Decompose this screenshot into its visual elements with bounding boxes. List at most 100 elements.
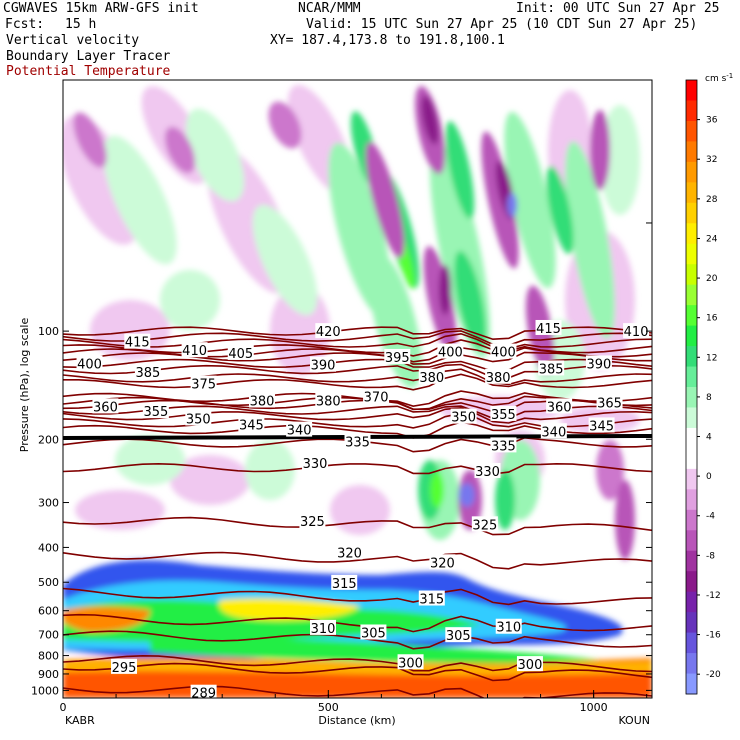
theta-contour-line (63, 654, 652, 673)
theta-label: 345 (239, 419, 264, 434)
theta-contour-line (63, 685, 652, 698)
theta-label: 310 (496, 621, 521, 636)
theta-label: 330 (475, 465, 500, 480)
colorbar-swatch (686, 346, 697, 368)
theta-label: 385 (539, 362, 564, 377)
theta-label-bg (190, 684, 217, 700)
theta-label-bg (181, 342, 208, 358)
colorbar-swatch (686, 632, 697, 654)
theta-label: 289 (191, 687, 216, 702)
theta-label: 390 (311, 359, 336, 374)
theta-label-bg (190, 375, 217, 391)
header-xy: XY= 187.4,173.8 to 191.8,100.1 (270, 33, 505, 48)
colorbar-units-exp: -1 (726, 72, 733, 80)
colorbar-swatch (686, 325, 697, 347)
theta-label: 305 (361, 626, 386, 641)
theta-label: 415 (125, 336, 150, 351)
colorbar-swatch (686, 407, 697, 429)
header-fcst-value: 15 h (65, 17, 97, 32)
colorbar-swatch (686, 141, 697, 163)
theta-label-bg (384, 348, 411, 364)
colorbar-swatch (686, 653, 697, 675)
theta-label-bg (286, 421, 313, 437)
theta-label-bg (302, 455, 329, 471)
colorbar-units: cm s-1 (705, 72, 733, 84)
theta-label-bg (429, 554, 456, 570)
theta-label: 330 (303, 457, 328, 472)
y-tick-label: 500 (38, 576, 59, 589)
colorbar-swatch (686, 264, 697, 286)
theta-label-bg (535, 319, 562, 335)
theta-label-bg (585, 355, 612, 371)
theta-label-bg (397, 654, 424, 670)
colorbar-label: -12 (706, 591, 721, 601)
theta-label-bg (445, 627, 472, 643)
colorbar-label: 0 (706, 472, 712, 482)
colorbar-label: 28 (706, 195, 718, 205)
theta-label: 345 (589, 419, 614, 434)
header-init: Init: 00 UTC Sun 27 Apr 25 (516, 1, 720, 16)
theta-contour-line (63, 516, 652, 536)
colorbar-swatch (686, 305, 697, 327)
theta-label-bg (516, 656, 543, 672)
theta-labels: 415 410 405 420 415 410 400 385 390 395 400 400 385 3… (76, 319, 650, 702)
theta-label-bg (310, 619, 337, 635)
theta-label: 295 (112, 661, 137, 676)
header-valid: Valid: 15 UTC Sun 27 Apr 25 (10 CDT Sun … (306, 17, 698, 32)
theta-label-bg (363, 388, 390, 404)
colorbar-label: -4 (706, 512, 715, 522)
theta-label-bg (111, 658, 138, 674)
theta-contour-line (63, 613, 652, 633)
theta-contour-line (63, 587, 652, 606)
theta-label: 325 (300, 515, 325, 530)
y-tick-label: 300 (38, 497, 59, 510)
colorbar-label: 4 (706, 433, 712, 443)
theta-label-bg (471, 516, 498, 532)
theta-label-bg (331, 574, 358, 590)
colorbar-swatch (686, 182, 697, 204)
colorbar-label: -8 (706, 551, 715, 561)
theta-label-bg (437, 343, 464, 359)
colorbar-swatch (686, 161, 697, 183)
theta-contour-line (63, 630, 652, 650)
endpoint-right: KOUN (618, 714, 650, 727)
colorbar-swatch (686, 243, 697, 265)
x-tick-label: 0 (60, 701, 67, 714)
y-tick-label: 100 (38, 325, 59, 338)
plot-frame (62, 79, 653, 699)
header-field2: Boundary Layer Tracer (6, 49, 171, 64)
theta-label: 400 (77, 357, 102, 372)
x-tick-label: 1000 (580, 701, 608, 714)
theta-label: 380 (316, 395, 341, 410)
theta-label: 315 (332, 577, 357, 592)
colorbar-swatch (686, 509, 697, 531)
theta-label: 340 (287, 424, 312, 439)
theta-contour-line (63, 368, 652, 386)
y-tick-label: 200 (38, 433, 59, 446)
theta-label-bg (450, 408, 477, 424)
theta-label-bg (227, 344, 254, 360)
y-axis-label: Pressure (hPa), log scale (18, 318, 31, 453)
theta-label-bg (76, 355, 103, 371)
theta-label: 410 (624, 325, 649, 340)
colorbar-swatch (686, 223, 697, 245)
theta-label: 300 (398, 656, 423, 671)
theta-label-bg (238, 416, 265, 432)
colorbar-label: 12 (706, 353, 717, 363)
theta-label-bg (418, 590, 445, 606)
theta-label: 320 (337, 546, 362, 561)
theta-contour-line (63, 339, 652, 357)
theta-label-bg (596, 394, 623, 410)
theta-label-bg (540, 423, 567, 439)
colorbar-swatch (686, 284, 697, 306)
theta-contour-line (63, 373, 652, 391)
theta-label: 380 (250, 395, 275, 410)
vertical-velocity-field (63, 80, 652, 698)
theta-contour-line (63, 551, 652, 570)
theta-label-bg (336, 544, 363, 560)
colorbar-swatch (686, 468, 697, 490)
theta-label: 390 (587, 357, 612, 372)
theta-contour-line (63, 390, 652, 408)
